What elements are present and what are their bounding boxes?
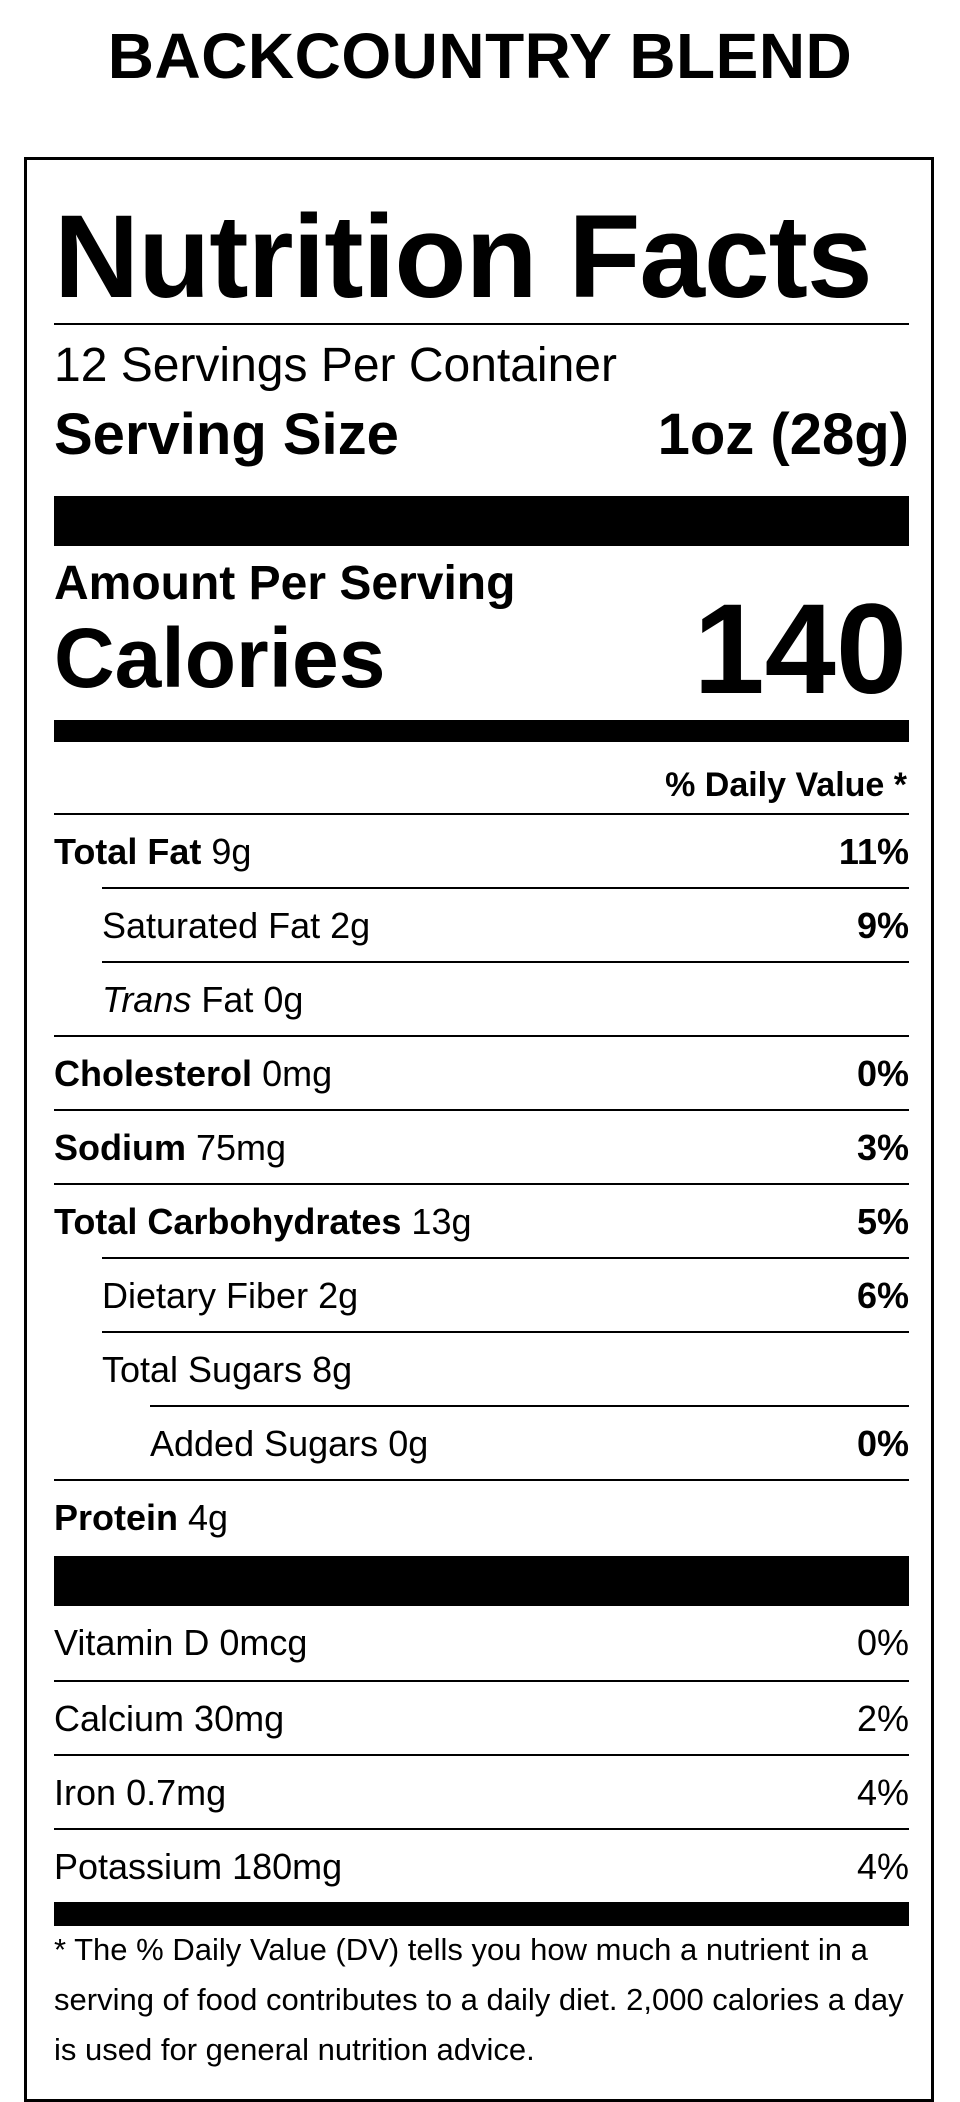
divider <box>54 1109 909 1111</box>
footnote: * The % Daily Value (DV) tells you how m… <box>54 1932 904 2067</box>
nutrient-daily-value: 0% <box>856 1423 909 1464</box>
nutrient-daily-value: 6% <box>856 1275 909 1316</box>
nutrient-name: Trans <box>102 979 192 1020</box>
nutrient-amount: 8g <box>312 1349 353 1390</box>
nutrient-name: Dietary Fiber <box>102 1275 309 1316</box>
nutrient-amount: 0g <box>388 1423 429 1464</box>
nutrient-amount: 9g <box>211 831 252 872</box>
nutrient-row-dietary-fiber: Dietary Fiber 2g 6% <box>102 1259 909 1333</box>
vitamin-name: Iron <box>54 1772 117 1813</box>
nutrient-daily-value: 11% <box>838 831 909 872</box>
vitamin-name: Potassium <box>54 1846 223 1887</box>
thick-divider <box>54 1902 909 1926</box>
nutrient-amount: 0g <box>263 979 304 1020</box>
vitamin-daily-value: 4% <box>856 1846 909 1887</box>
divider <box>54 1680 909 1682</box>
nutrient-row-total-carbohydrates: Total Carbohydrates 13g 5% <box>54 1185 909 1259</box>
divider <box>54 1754 909 1756</box>
nutrient-daily-value: 0% <box>856 1053 909 1094</box>
daily-value-header: % Daily Value * <box>665 766 907 804</box>
serving-size-value: 1oz (28g) <box>657 402 909 467</box>
nutrient-row-added-sugars: Added Sugars 0g 0% <box>150 1407 909 1481</box>
vitamin-name: Vitamin D <box>54 1622 210 1663</box>
product-title: BACKCOUNTRY BLEND <box>107 20 853 92</box>
nutrient-daily-value: 5% <box>856 1201 909 1242</box>
nutrient-amount: 13g <box>411 1201 472 1242</box>
vitamin-row-iron: Iron 0.7mg 4% <box>54 1756 909 1830</box>
nutrition-facts-heading: Nutrition Facts <box>54 191 873 323</box>
amount-per-serving: Amount Per Serving <box>54 557 516 610</box>
vitamin-row-potassium: Potassium 180mg 4% <box>54 1830 909 1904</box>
calories-label: Calories <box>54 611 386 705</box>
divider <box>102 887 909 889</box>
vitamin-row-calcium: Calcium 30mg 2% <box>54 1682 909 1756</box>
nutrient-name-suffix: Fat <box>201 979 254 1020</box>
thick-divider <box>54 720 909 742</box>
divider <box>54 1183 909 1185</box>
vitamin-daily-value: 2% <box>856 1698 909 1739</box>
divider <box>54 1479 909 1481</box>
divider <box>54 323 909 325</box>
vitamin-row-vitamin-d: Vitamin D 0mcg 0% <box>54 1606 909 1680</box>
nutrient-amount: 4g <box>188 1497 229 1538</box>
nutrient-name: Protein <box>54 1497 179 1538</box>
nutrient-name: Added Sugars <box>150 1423 379 1464</box>
divider <box>102 961 909 963</box>
nutrition-facts-label: Nutrition Facts 12 Servings Per Containe… <box>24 157 934 2102</box>
divider <box>150 1405 909 1407</box>
nutrient-name: Sodium <box>54 1127 186 1168</box>
nutrient-row-sodium: Sodium 75mg 3% <box>54 1111 909 1185</box>
nutrient-name: Cholesterol <box>54 1053 253 1094</box>
divider <box>54 813 909 815</box>
vitamin-amount: 180mg <box>232 1846 343 1887</box>
nutrient-row-total-sugars: Total Sugars 8g <box>102 1333 909 1407</box>
nutrient-name: Saturated Fat <box>102 905 321 946</box>
divider <box>102 1257 909 1259</box>
vitamin-name: Calcium <box>54 1698 185 1739</box>
nutrient-name: Total Sugars <box>102 1349 303 1390</box>
nutrient-name: Total Fat <box>54 831 202 872</box>
divider <box>102 1331 909 1333</box>
nutrient-daily-value: 3% <box>856 1127 909 1168</box>
divider <box>54 1035 909 1037</box>
vitamin-daily-value: 0% <box>856 1622 909 1663</box>
serving-size-row: Serving Size 1oz (28g) <box>54 400 909 470</box>
vitamin-amount: 30mg <box>194 1698 285 1739</box>
vitamin-amount: 0.7mg <box>126 1772 227 1813</box>
nutrient-amount: 0mg <box>262 1053 333 1094</box>
calories-value: 140 <box>693 578 907 721</box>
nutrient-row-cholesterol: Cholesterol 0mg 0% <box>54 1037 909 1111</box>
nutrient-row-saturated-fat: Saturated Fat 2g 9% <box>102 889 909 963</box>
nutrient-row-trans-fat: Trans Fat 0g <box>102 963 909 1037</box>
nutrient-amount: 2g <box>318 1275 359 1316</box>
divider <box>54 1828 909 1830</box>
servings-per-container: 12 Servings Per Container <box>54 339 617 392</box>
thick-divider <box>54 1556 909 1606</box>
nutrient-name: Total Carbohydrates <box>54 1201 402 1242</box>
vitamin-daily-value: 4% <box>856 1772 909 1813</box>
nutrient-daily-value: 9% <box>856 905 909 946</box>
nutrient-row-protein: Protein 4g <box>54 1481 909 1555</box>
vitamin-amount: 0mcg <box>219 1622 308 1663</box>
nutrient-amount: 2g <box>330 905 371 946</box>
thick-divider <box>54 496 909 546</box>
nutrient-row-total-fat: Total Fat 9g 11% <box>54 815 909 889</box>
serving-size-label: Serving Size <box>54 402 399 467</box>
nutrient-amount: 75mg <box>196 1127 287 1168</box>
